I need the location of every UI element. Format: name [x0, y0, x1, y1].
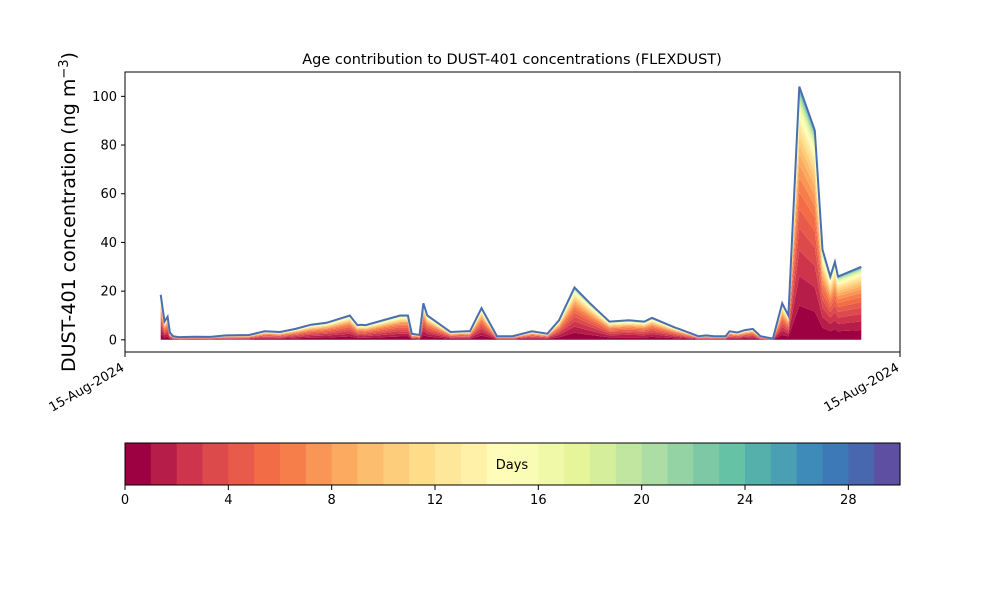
age-band-4: [160, 208, 862, 340]
age-band-20: [160, 95, 862, 339]
age-band-26: [160, 88, 862, 339]
age-band-23: [160, 91, 862, 339]
colorbar-segment-21: [667, 443, 694, 485]
colorbar-tick-label: 20: [633, 493, 650, 508]
colorbar-tick-label: 0: [121, 493, 129, 508]
x-axis-ticks: 15-Aug-2024 15-Aug-2024: [47, 352, 902, 416]
age-band-21: [160, 94, 862, 339]
colorbar-segment-14: [486, 443, 514, 485]
stacked-areas: [160, 86, 862, 340]
x-tick-label: 15-Aug-2024: [822, 360, 902, 415]
age-band-10: [160, 136, 862, 339]
colorbar-label: Days: [496, 458, 529, 473]
colorbar-tick-label: 16: [530, 493, 547, 508]
colorbar-segment-29: [874, 443, 901, 485]
colorbar-segment-25: [770, 443, 798, 485]
age-band-24: [160, 90, 862, 339]
age-band-7: [160, 165, 862, 339]
age-band-29: [160, 86, 862, 339]
colorbar-tick-label: 28: [840, 493, 857, 508]
colorbar-segment-17: [564, 443, 591, 485]
colorbar-segment-0: [125, 443, 152, 485]
y-tick-label: 60: [100, 187, 117, 202]
y-tick-label: 80: [100, 139, 117, 154]
colorbar-segment-6: [280, 443, 307, 485]
age-band-19: [160, 97, 862, 339]
y-axis-label: DUST-401 concentration (ng m−3): [57, 52, 80, 372]
age-band-18: [160, 100, 862, 339]
age-band-12: [160, 123, 862, 339]
age-band-1: [160, 276, 862, 340]
y-tick-label: 20: [100, 285, 117, 300]
colorbar-segment-13: [460, 443, 488, 485]
age-band-25: [160, 89, 862, 339]
colorbar-segment-1: [150, 443, 178, 485]
colorbar-segment-23: [719, 443, 746, 485]
age-band-11: [160, 129, 862, 339]
plot-area: [159, 86, 862, 340]
age-band-6: [160, 177, 862, 340]
colorbar-segment-15: [512, 443, 539, 485]
plot-frame: [124, 71, 901, 353]
chart-title: Age contribution to DUST-401 concentrati…: [302, 52, 722, 68]
colorbar-segment-18: [590, 443, 617, 485]
colorbar-tick-label: 24: [737, 493, 754, 508]
age-band-9: [160, 144, 862, 339]
age-band-3: [160, 228, 862, 340]
colorbar-segment-22: [693, 443, 720, 485]
colorbar-segment-28: [848, 443, 875, 485]
age-band-5: [160, 192, 862, 340]
colorbar-frame: [124, 442, 901, 486]
colorbar-segment-7: [305, 443, 333, 485]
age-band-0: [160, 305, 862, 340]
age-band-28: [160, 87, 862, 339]
age-band-2: [160, 250, 862, 340]
y-tick-label: 0: [109, 333, 117, 348]
age-band-22: [160, 92, 862, 339]
y-tick-label: 100: [92, 90, 117, 105]
age-band-8: [160, 154, 862, 339]
colorbar-segment-9: [357, 443, 384, 485]
colorbar-segment-5: [254, 443, 281, 485]
age-band-15: [160, 109, 862, 339]
colorbar-segment-16: [538, 443, 565, 485]
colorbar-segment-11: [409, 443, 436, 485]
colorbar-tick-label: 12: [427, 493, 444, 508]
colorbar-segment-26: [796, 443, 824, 485]
age-band-27: [160, 87, 862, 339]
colorbar-segment-27: [822, 443, 849, 485]
age-band-17: [160, 102, 862, 339]
age-band-14: [160, 113, 862, 339]
colorbar-segment-8: [331, 443, 359, 485]
age-band-13: [160, 117, 862, 339]
age-band-16: [160, 105, 862, 339]
colorbar-ticks: 0 4 8 12 16 20 24 28: [121, 485, 857, 508]
y-tick-label: 40: [100, 236, 117, 251]
colorbar-segment-20: [641, 443, 669, 485]
colorbar-tick-label: 4: [224, 493, 232, 508]
total-concentration-line: [159, 86, 862, 340]
colorbar-segment-24: [745, 443, 772, 485]
colorbar-tick-label: 8: [328, 493, 336, 508]
colorbar-segment-10: [383, 443, 410, 485]
colorbar-segment-3: [202, 443, 229, 485]
colorbar-segment-2: [176, 443, 204, 485]
colorbar-segment-12: [435, 443, 462, 485]
colorbar: [125, 443, 901, 485]
colorbar-segment-4: [228, 443, 255, 485]
colorbar-segment-19: [615, 443, 643, 485]
y-axis-ticks: 0 20 40 60 80 100: [92, 90, 125, 348]
